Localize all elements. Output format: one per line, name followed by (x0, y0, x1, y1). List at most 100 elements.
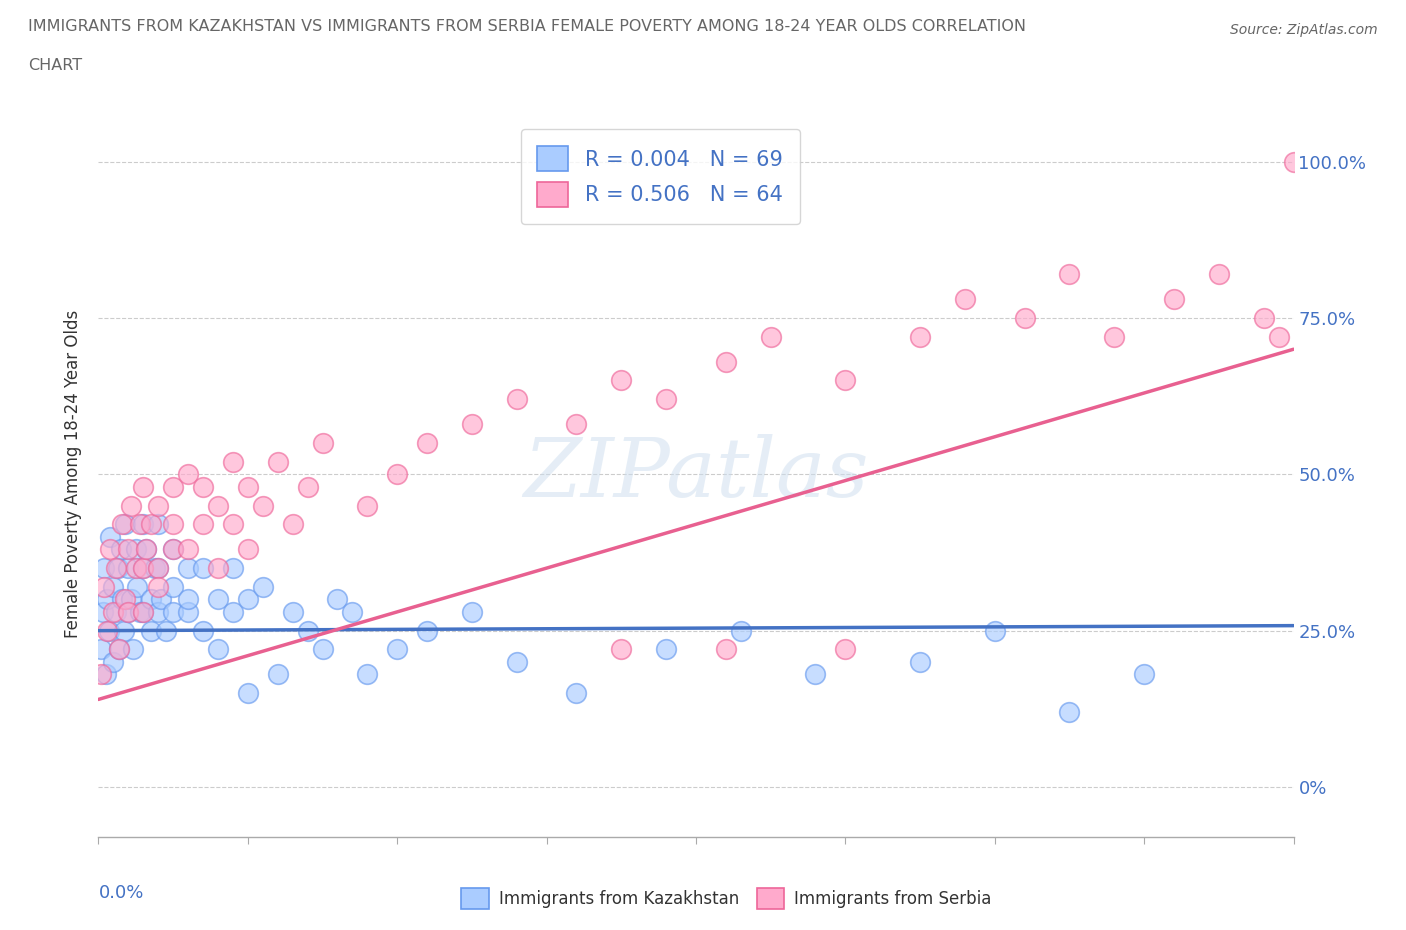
Bar (461, 888, 489, 909)
Text: IMMIGRANTS FROM KAZAKHSTAN VS IMMIGRANTS FROM SERBIA FEMALE POVERTY AMONG 18-24 : IMMIGRANTS FROM KAZAKHSTAN VS IMMIGRANTS… (28, 19, 1026, 33)
Point (107, 561, 129, 576)
Point (98, 542, 122, 557)
Point (1282, 154, 1305, 169)
Point (139, 517, 162, 532)
Point (125, 542, 148, 557)
Point (207, 591, 229, 606)
Point (342, 604, 364, 619)
Point (112, 623, 135, 638)
Point (162, 542, 184, 557)
Point (103, 604, 125, 619)
Point (236, 479, 259, 494)
Point (132, 604, 155, 619)
Point (114, 591, 136, 606)
Point (506, 392, 529, 406)
Point (105, 604, 128, 619)
Point (177, 467, 200, 482)
Point (139, 591, 162, 606)
Point (117, 542, 139, 557)
Point (177, 604, 200, 619)
Point (730, 623, 752, 638)
Point (655, 392, 678, 406)
Point (150, 591, 173, 606)
Point (129, 604, 152, 619)
Point (162, 479, 184, 494)
Point (110, 542, 132, 557)
Point (90, 642, 112, 657)
Point (135, 542, 157, 557)
Y-axis label: Female Poverty Among 18-24 Year Olds: Female Poverty Among 18-24 Year Olds (65, 311, 83, 638)
Point (1059, 267, 1081, 282)
Point (565, 417, 588, 432)
Point (148, 498, 170, 513)
Point (98, 529, 122, 544)
Point (1163, 292, 1185, 307)
Point (162, 517, 184, 532)
Point (1208, 267, 1230, 282)
Point (103, 655, 125, 670)
Point (222, 455, 245, 470)
Point (385, 467, 409, 482)
Point (1133, 667, 1156, 682)
Point (804, 667, 827, 682)
Point (1014, 311, 1036, 325)
Point (135, 542, 157, 557)
Point (148, 561, 170, 576)
Point (162, 604, 184, 619)
Point (281, 517, 304, 532)
Point (105, 561, 128, 576)
Point (120, 498, 142, 513)
Point (117, 604, 139, 619)
Point (148, 561, 170, 576)
Point (1267, 329, 1289, 344)
Point (143, 561, 166, 576)
Point (222, 561, 245, 576)
Point (252, 579, 274, 594)
Point (416, 435, 439, 450)
Point (117, 561, 139, 576)
Point (177, 561, 200, 576)
Point (1059, 705, 1081, 720)
Point (236, 591, 259, 606)
Point (385, 642, 409, 657)
Point (103, 579, 125, 594)
Point (565, 685, 588, 700)
Point (281, 604, 304, 619)
Point (834, 642, 856, 657)
Point (93, 561, 115, 576)
Point (610, 642, 633, 657)
Point (191, 623, 214, 638)
Point (132, 561, 155, 576)
Point (125, 561, 148, 576)
Point (416, 623, 439, 638)
Point (714, 354, 737, 369)
Point (908, 655, 931, 670)
Text: ZIPatlas: ZIPatlas (523, 434, 869, 514)
Point (506, 655, 529, 670)
Point (162, 542, 184, 557)
Text: 0.0%: 0.0% (98, 884, 143, 902)
Point (356, 667, 378, 682)
Point (108, 642, 131, 657)
Point (114, 517, 136, 532)
Point (132, 517, 155, 532)
Point (311, 435, 333, 450)
Point (177, 591, 200, 606)
Point (1253, 311, 1275, 325)
Point (129, 517, 152, 532)
Point (97, 623, 120, 638)
Point (108, 642, 131, 657)
Text: Immigrants from Kazakhstan: Immigrants from Kazakhstan (499, 890, 740, 909)
Point (162, 579, 184, 594)
Point (610, 373, 633, 388)
Bar (756, 888, 785, 909)
Point (148, 517, 170, 532)
Point (655, 642, 678, 657)
Point (297, 623, 319, 638)
Point (120, 591, 142, 606)
Point (132, 604, 155, 619)
Point (139, 623, 162, 638)
Point (983, 623, 1005, 638)
Point (91, 604, 114, 619)
Point (96, 591, 118, 606)
